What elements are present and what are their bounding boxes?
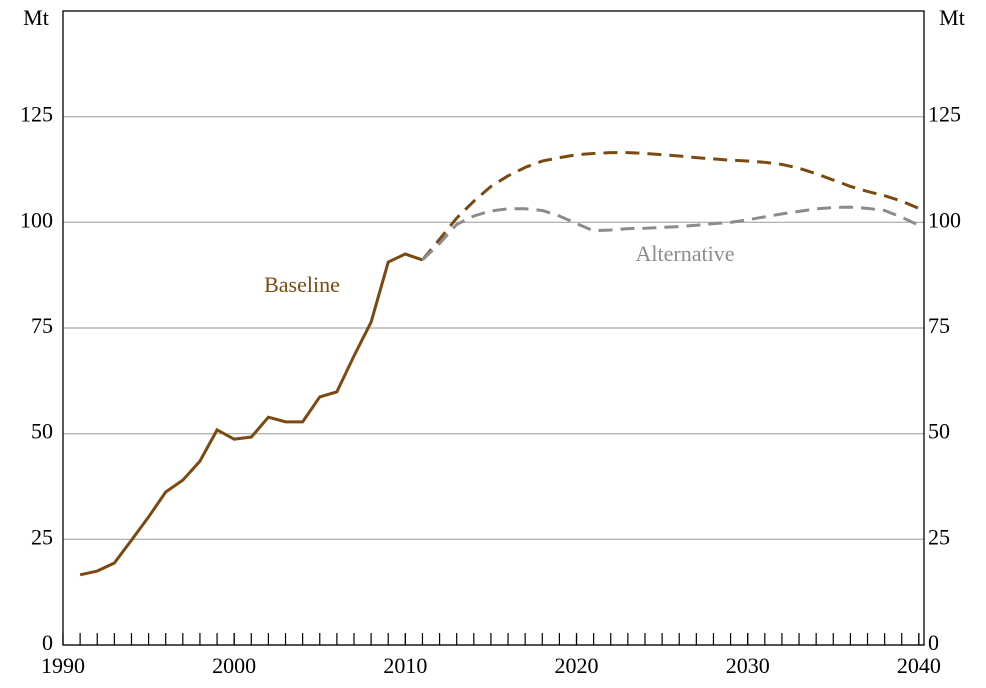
y2-tick-label: 75 xyxy=(928,313,950,338)
y-tick-label: 125 xyxy=(20,102,53,127)
y2-tick-label: 0 xyxy=(928,630,939,655)
y2-tick-label: 125 xyxy=(928,102,961,127)
x-tick-label: 1990 xyxy=(41,653,85,678)
y-axis-label: Mt xyxy=(23,5,49,30)
y-tick-label: 100 xyxy=(20,207,53,232)
x-tick-label: 2020 xyxy=(555,653,599,678)
x-tick-label: 2040 xyxy=(897,653,941,678)
x-tick-label: 2000 xyxy=(212,653,256,678)
line xyxy=(79,252,423,577)
y2-tick-label: 25 xyxy=(928,524,950,549)
series-label: Baseline xyxy=(264,272,340,297)
y2-tick-label: 50 xyxy=(928,419,950,444)
projection-line xyxy=(421,151,920,261)
series-label: Alternative xyxy=(636,241,735,266)
y-tick-label: 0 xyxy=(42,630,53,655)
y-tick-label: 75 xyxy=(31,313,53,338)
y-tick-label: 50 xyxy=(31,419,53,444)
projection-line xyxy=(421,205,920,262)
x-tick-label: 2010 xyxy=(383,653,427,678)
plot-frame xyxy=(62,10,925,646)
y2-axis-label: Mt xyxy=(939,5,965,30)
x-tick-label: 2030 xyxy=(726,653,770,678)
y2-tick-label: 100 xyxy=(928,207,961,232)
y-tick-label: 25 xyxy=(31,524,53,549)
